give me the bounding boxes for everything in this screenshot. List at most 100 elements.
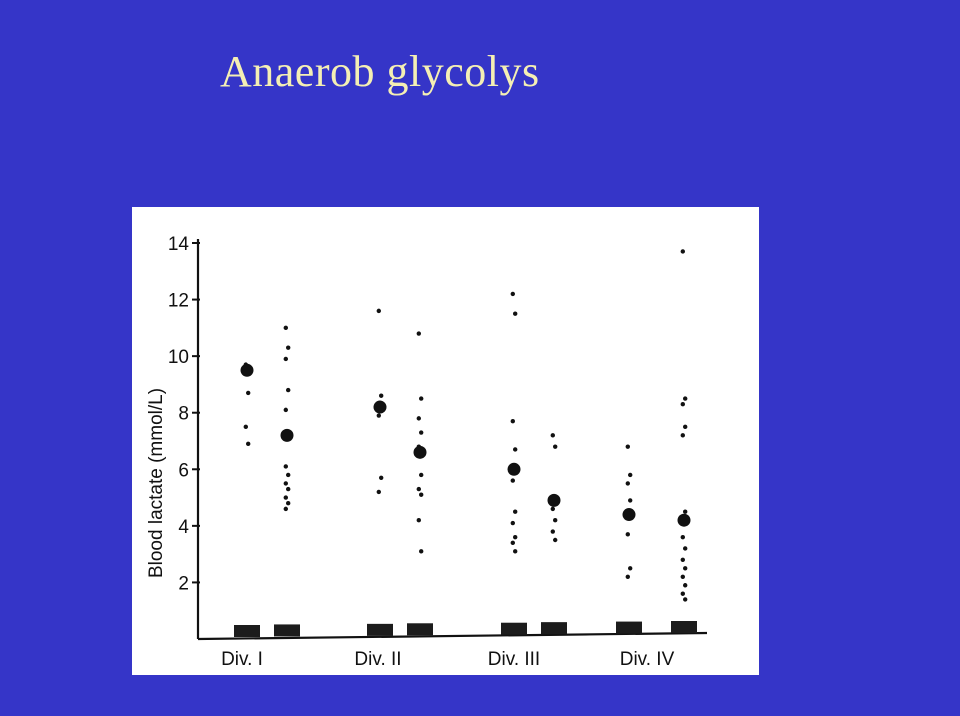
data-point: [628, 472, 633, 478]
data-point: [416, 331, 421, 336]
data-point: [550, 433, 555, 438]
mean-point: [507, 462, 521, 476]
data-point: [553, 537, 558, 543]
data-point: [683, 424, 688, 430]
data-point: [419, 472, 424, 478]
data-point: [510, 540, 515, 546]
data-point: [683, 546, 688, 551]
chart-axes: [196, 239, 708, 641]
y-tick-label: 14: [168, 234, 190, 255]
chart-figure: 2 4 6 8 10 12 14 Div. I Div. II Div. III Div. IV …: [132, 207, 759, 675]
y-tick-label: 6: [178, 460, 189, 481]
category-labels: Div. I Div. II Div. III Div. IV: [221, 649, 675, 670]
data-point: [550, 529, 555, 534]
data-point: [680, 249, 685, 254]
data-point: [283, 495, 288, 500]
group-marker-bar: [541, 622, 567, 635]
data-point: [379, 475, 384, 480]
data-point: [510, 291, 515, 297]
data-point: [283, 325, 288, 331]
mean-point: [677, 513, 691, 527]
data-point: [286, 472, 291, 478]
group-marker-bar: [616, 621, 642, 634]
y-tick-label: 8: [178, 404, 189, 425]
group-marker-bar: [671, 621, 697, 633]
data-point: [680, 574, 685, 579]
data-point: [683, 396, 688, 401]
data-point: [416, 518, 421, 523]
category-label: Div. I: [221, 649, 263, 670]
category-label: Div. IV: [620, 649, 675, 670]
group-marker-bar: [274, 624, 300, 637]
data-point: [513, 509, 518, 514]
data-point: [680, 402, 685, 407]
data-point: [680, 557, 685, 562]
data-point: [419, 396, 424, 401]
group-marker-bar: [234, 625, 260, 637]
y-axis-label: Blood lactate (mmol/L): [146, 388, 167, 578]
y-tick-label: 4: [178, 517, 189, 538]
data-point: [376, 308, 381, 314]
data-point: [625, 444, 630, 449]
y-tick-label: 12: [168, 291, 189, 312]
data-point: [680, 534, 685, 540]
data-point: [379, 393, 384, 398]
data-point: [376, 489, 381, 495]
y-ticks: 2 4 6 8 10 12 14: [168, 234, 200, 594]
data-point: [550, 506, 555, 512]
data-point: [513, 534, 518, 540]
data-point: [513, 447, 518, 452]
y-tick-label: 2: [178, 573, 189, 594]
group-marker-bar: [407, 623, 433, 636]
data-point: [683, 509, 688, 514]
data-point: [680, 433, 685, 438]
data-point: [513, 311, 518, 316]
data-point: [419, 492, 424, 497]
mean-point: [240, 363, 254, 377]
data-point: [286, 345, 291, 350]
mean-point: [547, 493, 561, 507]
data-point: [286, 387, 291, 393]
group-marker-bar: [367, 623, 393, 636]
data-point: [419, 430, 424, 435]
data-point: [628, 566, 633, 571]
data-point: [243, 424, 248, 430]
data-point: [510, 478, 515, 483]
group-marker-bar: [501, 622, 527, 635]
data-point: [283, 464, 288, 469]
data-point: [246, 390, 251, 396]
mean-markers: [240, 363, 691, 527]
category-label: Div. II: [354, 649, 401, 670]
data-point: [283, 481, 288, 486]
data-point: [683, 597, 688, 602]
data-point: [628, 498, 633, 503]
data-point: [376, 413, 381, 418]
category-label: Div. III: [488, 649, 540, 670]
data-point: [553, 444, 558, 449]
data-point: [419, 549, 424, 554]
data-point: [510, 419, 515, 424]
data-point: [513, 549, 518, 554]
data-point: [553, 518, 558, 523]
mean-point: [373, 400, 387, 414]
data-point: [625, 532, 630, 537]
slide-title: Anaerob glycolys: [220, 47, 540, 96]
data-point: [283, 506, 288, 512]
data-point: [683, 566, 688, 571]
data-point: [683, 583, 688, 588]
data-point: [625, 574, 630, 579]
data-point: [510, 520, 515, 526]
data-point: [680, 591, 685, 596]
data-point: [625, 481, 630, 486]
data-point: [246, 441, 251, 447]
data-point: [286, 501, 291, 506]
mean-point: [413, 445, 427, 459]
data-point: [283, 356, 288, 362]
y-tick-label: 10: [168, 347, 189, 368]
mean-point: [280, 428, 294, 442]
data-point: [416, 416, 421, 421]
data-points: [243, 249, 688, 602]
data-point: [416, 486, 421, 492]
mean-point: [622, 508, 636, 522]
